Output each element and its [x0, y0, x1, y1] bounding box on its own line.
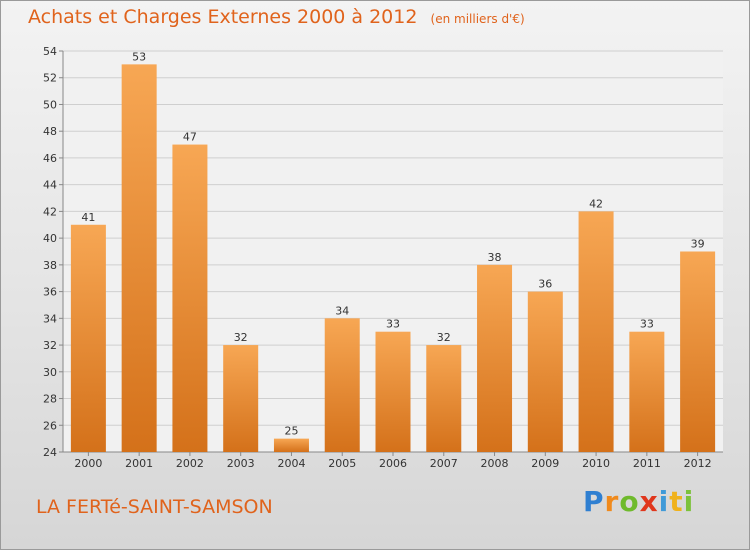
- y-tick-label: 26: [43, 419, 57, 432]
- bar-value-label: 42: [589, 197, 603, 210]
- y-tick-label: 42: [43, 205, 57, 218]
- logo-letter: i: [658, 485, 670, 518]
- y-tick-label: 30: [43, 366, 57, 379]
- x-tick-label: 2006: [379, 457, 407, 470]
- proxiti-logo[interactable]: Proxiti: [583, 485, 694, 518]
- y-tick-label: 36: [43, 286, 57, 299]
- bar: [273, 438, 309, 452]
- bar-value-label: 33: [386, 318, 400, 331]
- x-tick-label: 2011: [633, 457, 661, 470]
- bar: [578, 211, 614, 452]
- y-tick-label: 50: [43, 98, 57, 111]
- y-tick-label: 40: [43, 232, 57, 245]
- bar: [680, 251, 716, 452]
- logo-letter: P: [583, 485, 605, 518]
- bar: [527, 291, 563, 452]
- logo-letter: o: [619, 485, 640, 518]
- bar: [375, 331, 411, 452]
- chart-title: Achats et Charges Externes 2000 à 2012: [28, 6, 418, 28]
- y-tick-label: 52: [43, 72, 57, 85]
- title-row: Achats et Charges Externes 2000 à 2012 (…: [28, 6, 525, 28]
- x-tick-label: 2008: [481, 457, 509, 470]
- logo-letter: r: [604, 485, 620, 518]
- bar: [223, 345, 259, 452]
- bar: [629, 331, 665, 452]
- x-tick-label: 2007: [430, 457, 458, 470]
- x-tick-label: 2004: [277, 457, 305, 470]
- y-tick-label: 48: [43, 125, 57, 138]
- bar-value-label: 34: [335, 304, 349, 317]
- bar-value-label: 53: [132, 50, 146, 63]
- bar-value-label: 36: [538, 278, 552, 291]
- y-tick-label: 34: [43, 312, 57, 325]
- bar: [324, 318, 360, 452]
- x-tick-label: 2003: [227, 457, 255, 470]
- x-tick-label: 2005: [328, 457, 356, 470]
- commune-name: LA FERTé-SAINT-SAMSON: [36, 496, 273, 518]
- x-tick-label: 2009: [531, 457, 559, 470]
- bar-value-label: 38: [488, 251, 502, 264]
- x-tick-label: 2002: [176, 457, 204, 470]
- logo-letter: x: [639, 485, 659, 518]
- y-tick-label: 44: [43, 179, 57, 192]
- x-tick-label: 2001: [125, 457, 153, 470]
- y-tick-label: 28: [43, 393, 57, 406]
- bar-value-label: 41: [81, 211, 95, 224]
- bar: [70, 224, 106, 452]
- logo-letter: i: [683, 485, 695, 518]
- bar: [426, 345, 462, 452]
- bar-value-label: 39: [691, 238, 705, 251]
- chart-subtitle: (en milliers d'€): [430, 12, 525, 26]
- y-tick-label: 46: [43, 152, 57, 165]
- bar-value-label: 32: [234, 331, 248, 344]
- y-tick-label: 24: [43, 446, 57, 459]
- bar-value-label: 32: [437, 331, 451, 344]
- logo-letter: t: [669, 485, 684, 518]
- x-tick-label: 2000: [74, 457, 102, 470]
- bar: [477, 264, 513, 452]
- bar: [121, 64, 157, 452]
- y-tick-label: 38: [43, 259, 57, 272]
- bar: [172, 144, 208, 453]
- bar-value-label: 33: [640, 318, 654, 331]
- x-tick-label: 2012: [684, 457, 712, 470]
- bar-value-label: 47: [183, 131, 197, 144]
- x-tick-label: 2010: [582, 457, 610, 470]
- y-tick-label: 32: [43, 339, 57, 352]
- y-tick-label: 54: [43, 45, 57, 58]
- bar-value-label: 25: [284, 425, 298, 438]
